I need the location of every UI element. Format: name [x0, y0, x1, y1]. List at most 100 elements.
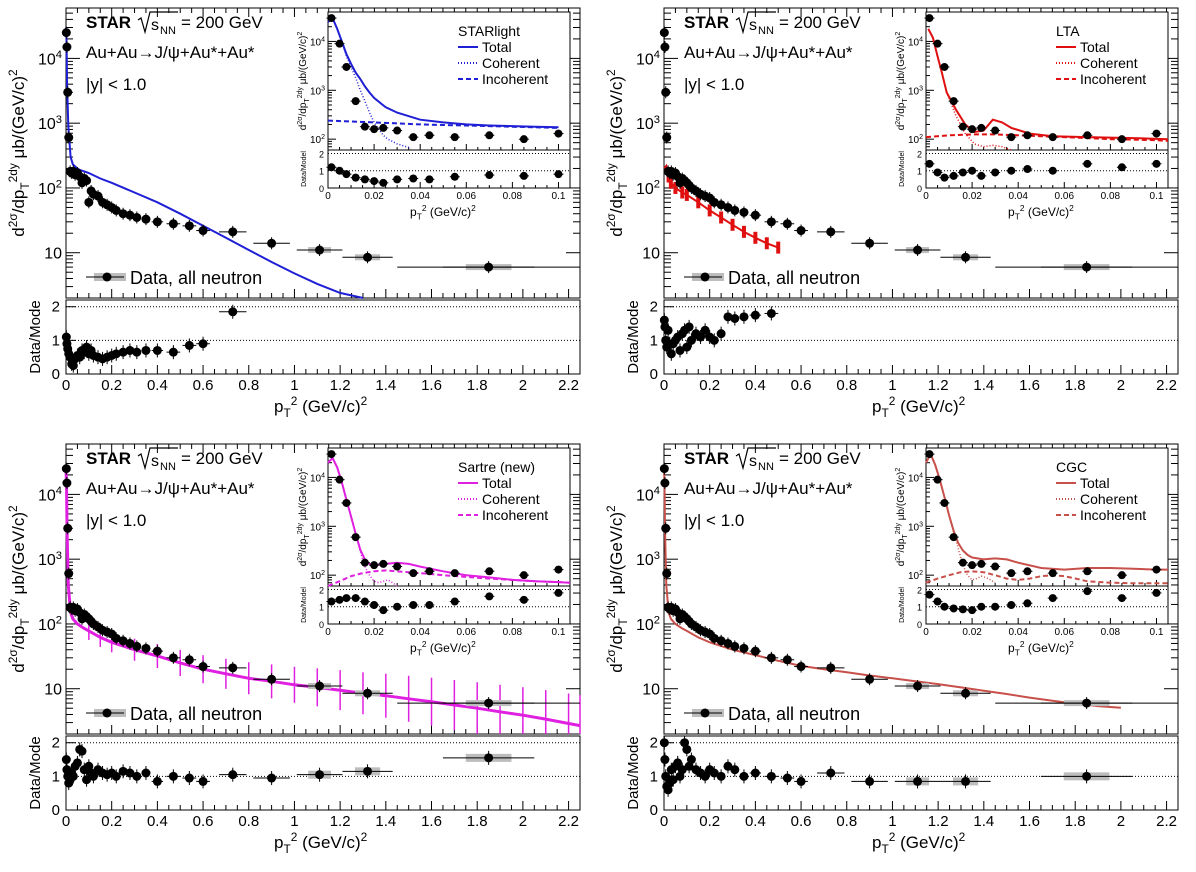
- inset-data-point: [949, 533, 958, 542]
- data-point: [723, 202, 733, 212]
- data-point: [363, 688, 373, 698]
- legend-label-incoherent: Incoherent: [1080, 71, 1146, 87]
- ratio-point: [700, 771, 710, 781]
- inset-ratio-point: [1048, 594, 1057, 603]
- data-point: [363, 252, 373, 262]
- ratio-point: [663, 785, 673, 795]
- inset-ratio-frame: [327, 585, 571, 625]
- ratio-point: [766, 771, 776, 781]
- ratio-point: [141, 768, 151, 778]
- ratio-y-tick-label: 2: [52, 299, 60, 316]
- data-point: [913, 245, 923, 255]
- legend-data-marker: [102, 272, 112, 282]
- inset-ratio-point: [949, 171, 958, 180]
- inset-ratio-point: [940, 173, 949, 182]
- data-point: [184, 221, 194, 231]
- inset-data-point: [393, 562, 402, 571]
- data-point: [111, 205, 121, 215]
- rapidity-label: |y| < 1.0: [86, 75, 146, 94]
- inset-x-tick-label: 0: [325, 191, 331, 202]
- inset-data-point: [485, 131, 494, 140]
- ratio-point: [696, 332, 706, 342]
- x-tick-label: 1.2: [330, 813, 351, 830]
- ratio-point: [660, 755, 670, 765]
- inset-ratio-point: [425, 601, 434, 609]
- model-name-label: Sartre (new): [458, 459, 535, 475]
- y-tick-label: 102​: [636, 179, 660, 198]
- x-tick-label: 1.2: [928, 377, 949, 394]
- inset-lta: 102​ 103​ 104​ 0 0.02 0.04 0.06 0.08 0.1 pT​2​ (G…: [895, 11, 1169, 222]
- ratio-point: [663, 325, 673, 335]
- ratio-point: [659, 738, 669, 748]
- x-axis-label: pT​2​ (GeV/c)2​: [274, 830, 368, 856]
- model-total-curve: [64, 468, 581, 728]
- inset-incoherent-curve: [925, 570, 1168, 585]
- ratio-y-tick-label: 0: [52, 802, 60, 819]
- legend-label-coherent: Coherent: [482, 55, 540, 71]
- inset-ratio-y-axis-label: Data/Model: [899, 587, 906, 623]
- ratio-point: [111, 771, 121, 781]
- energy-sqrt-s: s: [151, 453, 159, 470]
- ratio-point: [484, 753, 494, 763]
- sqrt-symbol-icon: [137, 11, 178, 35]
- inset-data-point: [977, 123, 986, 132]
- inset-x-tick-label: 0.02: [962, 191, 982, 202]
- ratio-point: [730, 314, 740, 323]
- inset-ratio-point: [933, 597, 942, 606]
- inset-x-tick-label: 0.06: [457, 191, 477, 202]
- x-tick-label: 2: [1117, 813, 1125, 830]
- legend-label-incoherent: Incoherent: [482, 507, 548, 523]
- x-tick-label: 1.2: [330, 377, 351, 394]
- data-legend-label: Data, all neutron: [728, 704, 860, 724]
- inset-y-tick-label: 104​: [310, 472, 325, 484]
- y-tick-label: 102​: [38, 615, 62, 634]
- energy-sqrt-sub: NN: [758, 25, 774, 37]
- inset-data-point: [485, 567, 494, 576]
- legend-label-total: Total: [482, 475, 512, 491]
- inset-ratio-tick-label: 2: [319, 149, 324, 159]
- inset-data-point: [379, 123, 388, 132]
- data-point: [93, 191, 103, 201]
- ratio-point: [716, 329, 726, 339]
- reaction-label: Au+Au→J/ψ+Au*+Au*: [86, 479, 255, 498]
- rapidity-label: |y| < 1.0: [684, 511, 744, 530]
- x-tick-label: 1.4: [973, 813, 994, 830]
- inset-ratio-tick-label: 1: [319, 603, 324, 613]
- ratio-frame: [65, 299, 581, 375]
- ratio-point: [700, 325, 710, 335]
- x-tick-label: 1.8: [467, 813, 488, 830]
- data-point: [961, 252, 971, 262]
- data-point: [63, 523, 73, 533]
- ratio-point: [723, 761, 733, 771]
- inset-ratio-point: [393, 175, 402, 184]
- data-point: [709, 197, 719, 207]
- inset-data-point: [1048, 569, 1057, 578]
- inset-data-point: [1048, 133, 1057, 142]
- data-point: [766, 217, 776, 227]
- ratio-point: [141, 345, 151, 355]
- ratio-point: [315, 770, 325, 780]
- legend-label-total: Total: [1080, 39, 1110, 55]
- data-point: [84, 197, 94, 207]
- x-tick-label: 0.4: [147, 377, 168, 394]
- data-point: [659, 464, 669, 474]
- ratio-point: [750, 310, 760, 320]
- x-tick-label: 0.6: [193, 377, 214, 394]
- x-tick-label: 0.6: [791, 813, 812, 830]
- ratio-point: [673, 758, 683, 768]
- inset-ratio-point: [1083, 587, 1092, 596]
- x-tick-label: 2.2: [1156, 377, 1177, 394]
- y-tick-label: 10: [642, 246, 660, 263]
- inset-ratio-point: [327, 163, 336, 172]
- inset-data-point: [554, 565, 563, 574]
- y-tick-label: 103​: [636, 550, 660, 569]
- y-tick-label: 104​: [38, 49, 62, 68]
- inset-ratio-tick-label: 2: [319, 585, 324, 595]
- data-point: [865, 674, 875, 684]
- inset-ratio-point: [351, 173, 360, 182]
- x-axis-label: pT​2​ (GeV/c)2​: [872, 830, 966, 856]
- inset-ratio-tick-label: 0: [917, 620, 922, 630]
- x-tick-label: 1: [888, 377, 896, 394]
- x-tick-label: 1.2: [928, 813, 949, 830]
- inset-data-point: [1023, 567, 1032, 576]
